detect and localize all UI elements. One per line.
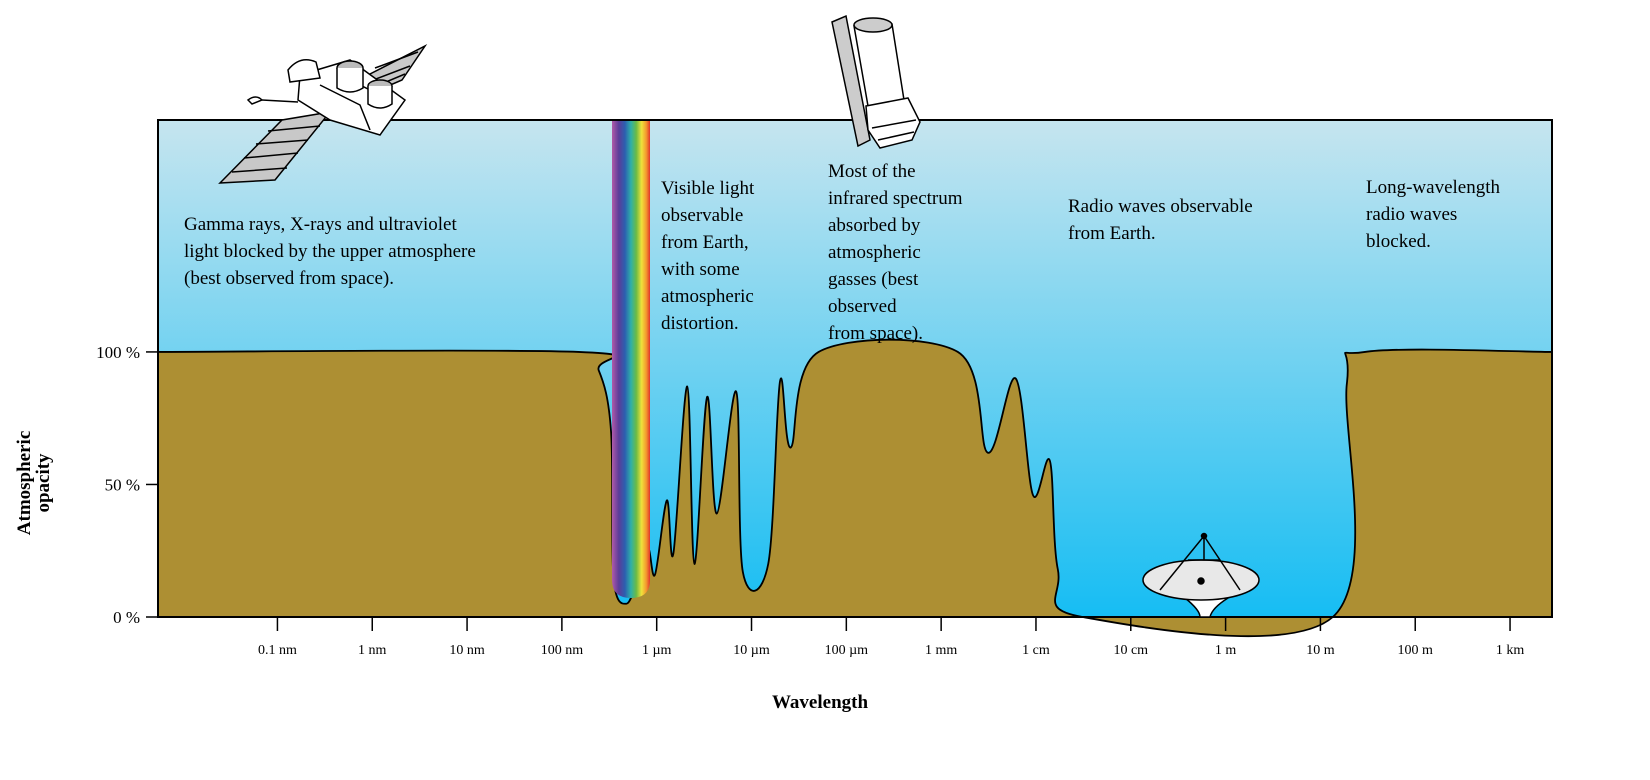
x-tick-label: 100 µm [825, 643, 869, 658]
opacity-area [157, 338, 1553, 638]
annotation: radio waves [1366, 204, 1457, 225]
annotation: with some [661, 259, 740, 280]
annotation: gasses (best [828, 269, 919, 290]
annotation: Gamma rays, X-rays and ultraviolet [184, 214, 457, 235]
annotation: from Earth, [661, 232, 749, 253]
telescope-icon [831, 14, 921, 149]
annotation: Most of the [828, 161, 916, 182]
annotation: blocked. [1366, 231, 1431, 252]
annotation: Long-wavelength [1366, 177, 1501, 198]
annotation: observed [828, 296, 897, 317]
annotation: from Earth. [1068, 223, 1156, 244]
x-tick-label: 10 cm [1113, 643, 1148, 658]
annotation: distortion. [661, 313, 739, 334]
y-tick-label: 0 % [113, 608, 140, 627]
y-axis-label-line: opacity [33, 453, 54, 513]
x-tick-label: 1 mm [925, 643, 957, 658]
annotation: atmospheric [661, 286, 754, 307]
x-tick-label: 10 µm [733, 643, 770, 658]
x-tick-label: 0.1 nm [258, 643, 297, 658]
annotation: Radio waves observable [1068, 196, 1253, 217]
annotation: absorbed by [828, 215, 921, 236]
x-tick-label: 10 nm [449, 643, 485, 658]
y-tick-label: 100 % [96, 343, 140, 362]
y-tick-label: 50 % [105, 475, 140, 494]
annotation: Visible light [661, 178, 755, 199]
annotation: from space). [828, 323, 923, 344]
visible-spectrum [612, 120, 650, 598]
x-tick-label: 1 m [1215, 643, 1237, 658]
x-tick-label: 1 cm [1022, 643, 1050, 658]
x-tick-label: 10 m [1306, 643, 1335, 658]
x-axis-label: Wavelength [772, 692, 868, 713]
annotation: atmospheric [828, 242, 921, 263]
annotation: observable [661, 205, 743, 226]
satellite-icon [218, 44, 428, 184]
annotation: infrared spectrum [828, 188, 963, 209]
annotation: (best observed from space). [184, 268, 394, 289]
x-tick-label: 1 km [1496, 643, 1525, 658]
x-tick-label: 1 µm [642, 643, 672, 658]
x-tick-label: 100 nm [541, 643, 584, 658]
y-axis-label: Atmospheric opacity [14, 431, 54, 535]
x-tick-label: 100 m [1398, 643, 1434, 658]
marks [157, 338, 1553, 638]
radio-dish-icon [1142, 532, 1260, 618]
x-tick-label: 1 nm [358, 643, 387, 658]
y-axis-label-line: Atmospheric [14, 431, 35, 535]
annotation: light blocked by the upper atmosphere [184, 241, 476, 262]
